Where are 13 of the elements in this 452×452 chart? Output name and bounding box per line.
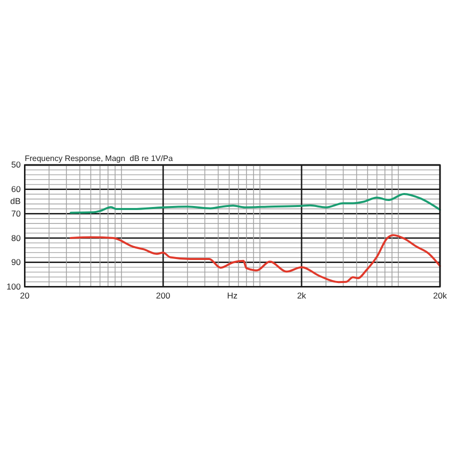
x-tick-label: 2k xyxy=(297,290,307,301)
y-tick-label: 80 xyxy=(11,232,21,243)
y-tick-label: 50 xyxy=(11,160,21,170)
y-tick-label: 70 xyxy=(11,208,21,218)
y-tick-label: 90 xyxy=(11,257,21,268)
y-axis-title: dB xyxy=(10,196,22,206)
x-tick-label: 200 xyxy=(156,290,170,301)
y-tick-label: 100 xyxy=(6,281,21,292)
x-axis-title: Hz xyxy=(227,290,238,301)
x-tick-label: 20 xyxy=(20,290,30,301)
x-tick-label: 20k xyxy=(433,290,448,301)
y-tick-label: 60 xyxy=(11,184,21,194)
chart-title: Frequency Response, Magn dB re 1V/Pa xyxy=(24,154,174,163)
